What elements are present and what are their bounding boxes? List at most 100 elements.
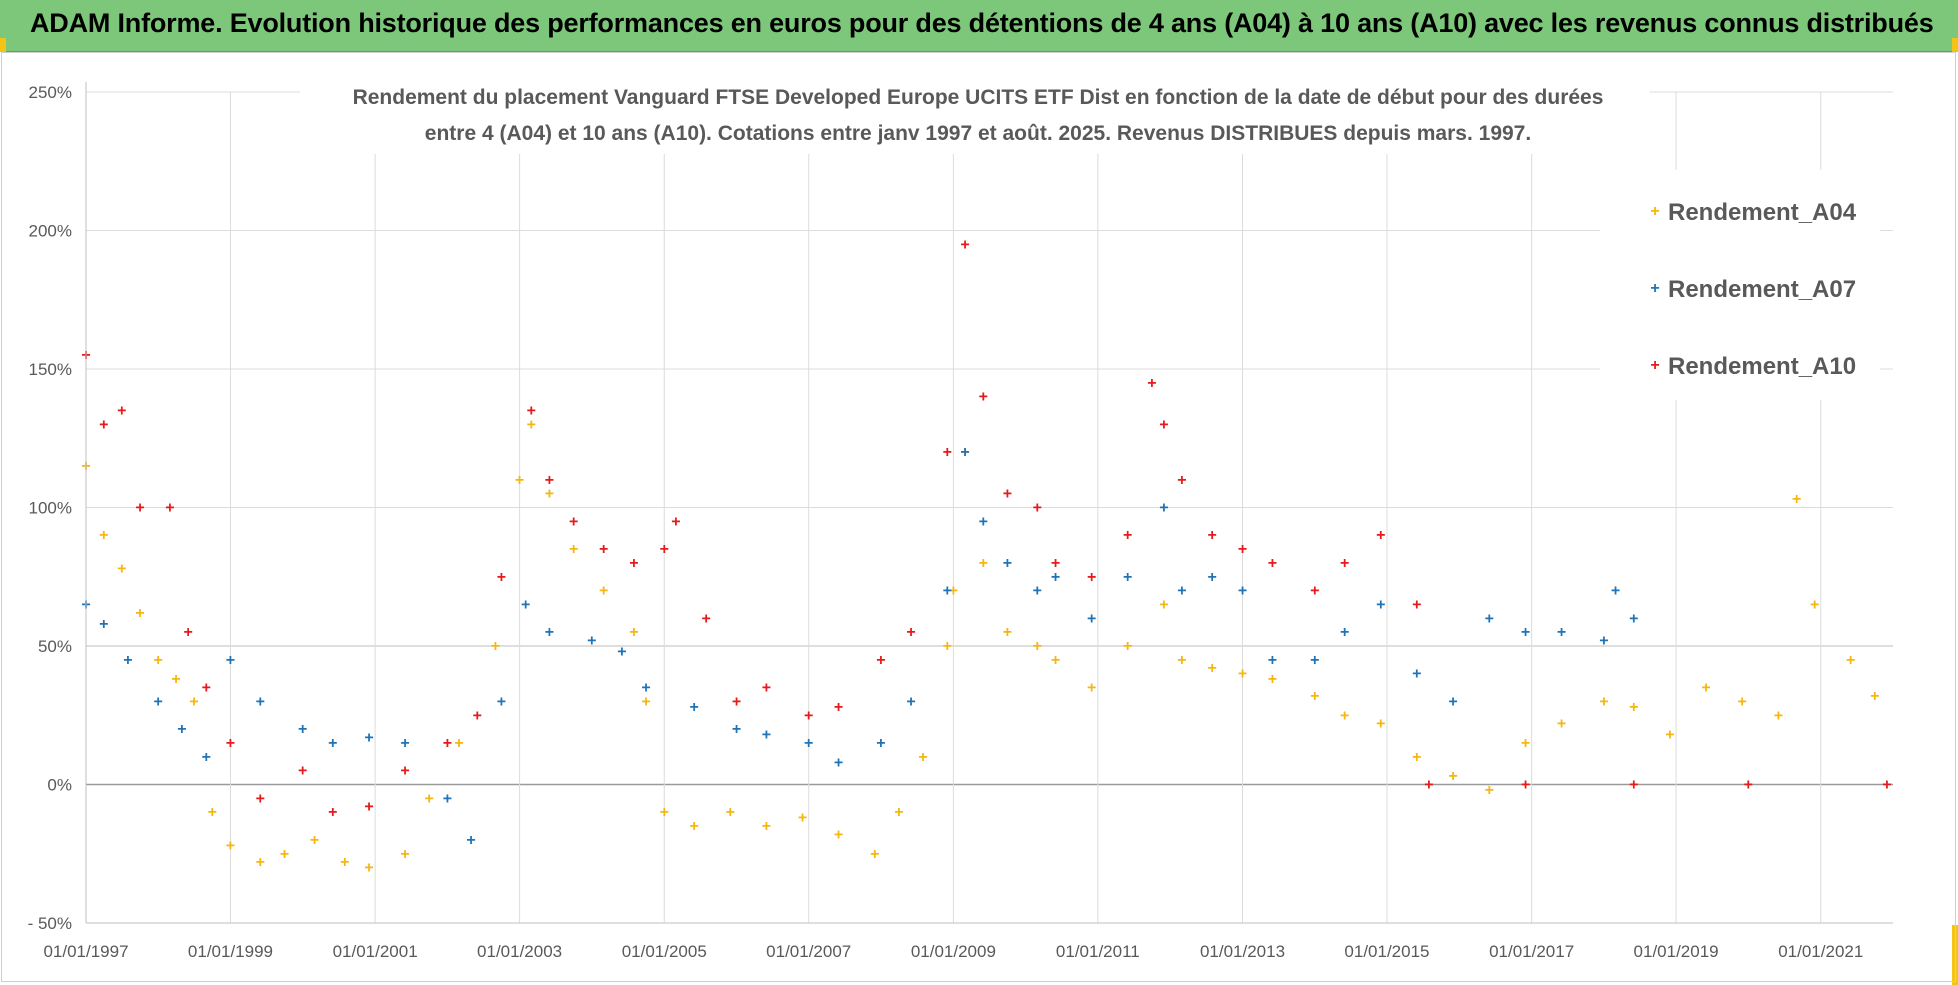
data-point: +: [1123, 638, 1132, 655]
data-point: +: [1882, 777, 1891, 794]
data-point: +: [1629, 777, 1638, 794]
series-rendement_a07: + + + + + + + + + + + + + + + + + + + + + + + + + + + + + + + + + + + + + + + +…: [81, 444, 1638, 849]
x-tick-label: 01/01/1999: [188, 942, 273, 961]
x-tick-label: 01/01/1997: [43, 942, 128, 961]
data-point: +: [1448, 693, 1457, 710]
series-rendement_a10: + + + + + + + + + + + + + + + + + + + + + + + + + + + + + + + + + + + + + + + +…: [81, 236, 1891, 821]
data-point: +: [328, 804, 337, 821]
data-point: +: [979, 513, 988, 530]
data-point: +: [1629, 610, 1638, 627]
data-point: +: [1310, 652, 1319, 669]
data-point: +: [1208, 569, 1217, 586]
data-point: +: [876, 735, 885, 752]
data-point: +: [1003, 555, 1012, 572]
data-point: +: [1051, 555, 1060, 572]
data-point: +: [328, 735, 337, 752]
y-tick-label: 100%: [29, 499, 72, 518]
legend-label: Rendement_A04: [1668, 199, 1857, 226]
x-tick-label: 01/01/2015: [1344, 942, 1429, 961]
data-point: +: [364, 799, 373, 816]
data-point: +: [256, 693, 265, 710]
data-point: +: [641, 693, 650, 710]
data-point: +: [1159, 500, 1168, 517]
data-point: +: [497, 693, 506, 710]
y-tick-label: 200%: [29, 222, 72, 241]
data-point: +: [1412, 596, 1421, 613]
data-point: +: [1310, 583, 1319, 600]
x-tick-label: 01/01/2003: [477, 942, 562, 961]
data-point: +: [1051, 652, 1060, 669]
data-point: +: [1485, 782, 1494, 799]
data-point: +: [1846, 652, 1855, 669]
data-point: +: [473, 707, 482, 724]
title-banner: ADAM Informe. Evolution historique des p…: [0, 0, 1958, 52]
data-point: +: [949, 583, 958, 600]
data-point: +: [226, 837, 235, 854]
data-point: +: [1376, 716, 1385, 733]
x-tick-label: 01/01/2009: [911, 942, 996, 961]
data-point: +: [1412, 666, 1421, 683]
data-point: +: [1810, 596, 1819, 613]
data-point: +: [1123, 569, 1132, 586]
data-point: +: [256, 854, 265, 871]
data-point: +: [599, 583, 608, 600]
data-point: +: [1003, 624, 1012, 641]
data-point: +: [135, 500, 144, 517]
data-point: +: [1238, 583, 1247, 600]
data-point: +: [641, 680, 650, 697]
data-point: +: [171, 671, 180, 688]
data-point: +: [943, 444, 952, 461]
data-point: +: [400, 735, 409, 752]
chart-area: [1, 52, 1956, 982]
banner-title: ADAM Informe. Evolution historique des p…: [30, 8, 1934, 38]
x-tick-label: 01/01/2001: [333, 942, 418, 961]
data-point: +: [99, 616, 108, 633]
data-point: +: [1208, 660, 1217, 677]
data-point: +: [804, 707, 813, 724]
x-tick-label: 01/01/2017: [1489, 942, 1574, 961]
data-point: +: [1599, 632, 1608, 649]
data-point: +: [1774, 707, 1783, 724]
chart-points: + + + + + + + + + + + + + + + + + + + + + + + + + + + + + + + + + + + + + + + +…: [81, 236, 1891, 876]
data-point: +: [1268, 671, 1277, 688]
data-point: +: [1744, 777, 1753, 794]
data-point: +: [1599, 693, 1608, 710]
data-point: +: [1424, 777, 1433, 794]
data-point: +: [183, 624, 192, 641]
data-point: +: [1557, 624, 1566, 641]
data-point: +: [599, 541, 608, 558]
x-tick-label: 01/01/2007: [766, 942, 851, 961]
data-point: +: [545, 624, 554, 641]
data-point: +: [834, 699, 843, 716]
data-point: +: [979, 555, 988, 572]
data-point: +: [177, 721, 186, 738]
data-point: +: [99, 416, 108, 433]
data-point: +: [804, 735, 813, 752]
legend-marker: +: [1650, 357, 1659, 374]
data-point: +: [629, 555, 638, 572]
data-point: +: [960, 444, 969, 461]
data-point: +: [545, 486, 554, 503]
data-point: +: [256, 790, 265, 807]
data-point: +: [671, 513, 680, 530]
data-point: +: [1003, 486, 1012, 503]
data-point: +: [1701, 680, 1710, 697]
data-point: +: [1557, 716, 1566, 733]
data-point: +: [1087, 610, 1096, 627]
data-point: +: [1376, 596, 1385, 613]
data-point: +: [798, 810, 807, 827]
data-point: +: [521, 596, 530, 613]
chart-axes: - 50% 0% 50% 100% 150% 200% 250% 01/01/1997 01/0…: [28, 82, 1893, 961]
data-point: +: [424, 790, 433, 807]
data-point: +: [702, 610, 711, 627]
data-point: +: [943, 638, 952, 655]
chart-grid: [85, 91, 1893, 924]
data-point: +: [726, 804, 735, 821]
data-point: +: [545, 472, 554, 489]
y-tick-label: 50%: [38, 637, 72, 656]
x-tick-label: 01/01/2021: [1778, 942, 1863, 961]
data-point: +: [1611, 583, 1620, 600]
data-point: +: [310, 832, 319, 849]
x-tick-label: 01/01/2005: [622, 942, 707, 961]
data-point: +: [960, 236, 969, 253]
